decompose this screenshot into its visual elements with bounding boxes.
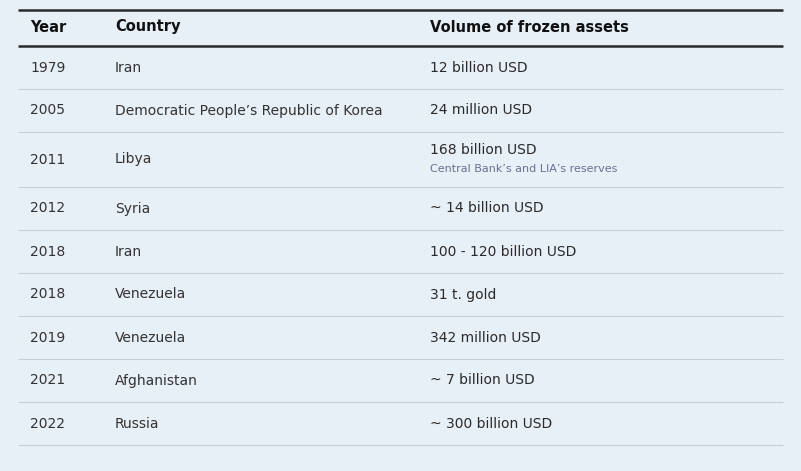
- Text: 2005: 2005: [30, 104, 65, 117]
- Text: 2018: 2018: [30, 244, 65, 259]
- Text: 31 t. gold: 31 t. gold: [430, 287, 497, 301]
- Text: Iran: Iran: [115, 60, 142, 74]
- Text: 2022: 2022: [30, 416, 65, 430]
- Text: Central Bank’s and LIA’s reserves: Central Bank’s and LIA’s reserves: [430, 164, 618, 174]
- Text: Libya: Libya: [115, 153, 152, 167]
- Text: Year: Year: [30, 19, 66, 34]
- Text: Iran: Iran: [115, 244, 142, 259]
- Text: Syria: Syria: [115, 202, 151, 216]
- Text: 2018: 2018: [30, 287, 65, 301]
- Text: 100 - 120 billion USD: 100 - 120 billion USD: [430, 244, 577, 259]
- Text: Venezuela: Venezuela: [115, 331, 187, 344]
- Text: ~ 300 billion USD: ~ 300 billion USD: [430, 416, 552, 430]
- Text: Volume of frozen assets: Volume of frozen assets: [430, 19, 629, 34]
- Text: Russia: Russia: [115, 416, 159, 430]
- Text: 1979: 1979: [30, 60, 66, 74]
- Text: 168 billion USD: 168 billion USD: [430, 144, 537, 157]
- Text: 2011: 2011: [30, 153, 65, 167]
- Text: ~ 14 billion USD: ~ 14 billion USD: [430, 202, 544, 216]
- Text: Democratic People’s Republic of Korea: Democratic People’s Republic of Korea: [115, 104, 383, 117]
- Text: 2012: 2012: [30, 202, 65, 216]
- Text: 2019: 2019: [30, 331, 65, 344]
- Text: 342 million USD: 342 million USD: [430, 331, 541, 344]
- Text: 12 billion USD: 12 billion USD: [430, 60, 528, 74]
- Text: ~ 7 billion USD: ~ 7 billion USD: [430, 374, 535, 388]
- Text: 2021: 2021: [30, 374, 65, 388]
- Text: Country: Country: [115, 19, 180, 34]
- Text: 24 million USD: 24 million USD: [430, 104, 532, 117]
- Text: Afghanistan: Afghanistan: [115, 374, 198, 388]
- Text: Venezuela: Venezuela: [115, 287, 187, 301]
